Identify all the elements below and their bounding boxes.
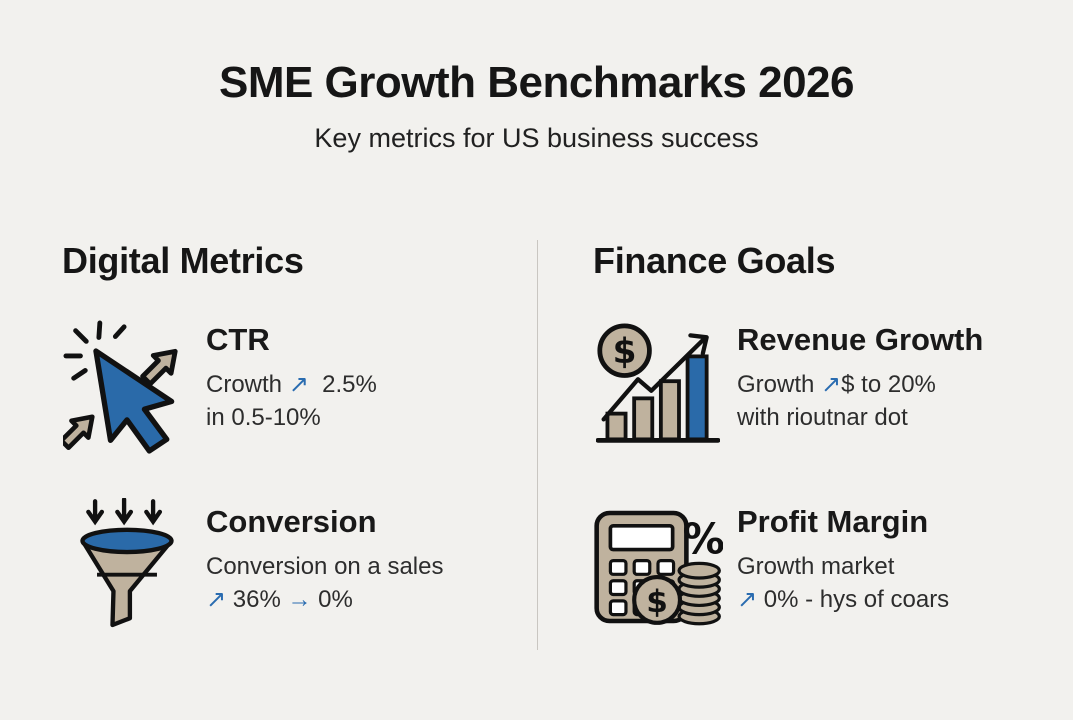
section-digital-metrics: Digital Metrics [0,240,537,680]
metric-desc-line: ↗ 0% - hys of coars [737,586,950,613]
up-right-arrow-glyph: ↗ [821,371,842,398]
metric-desc-line: ↗ 36% → 0% [206,586,353,613]
page-header: SME Growth Benchmarks 2026 Key metrics f… [0,0,1073,154]
metric-title-profit-margin: Profit Margin [737,504,929,539]
metric-item-profit-margin: % $ Profit Margin [593,498,1073,636]
metric-desc-line: Growth market [737,553,895,580]
metric-title-ctr: CTR [206,322,270,357]
up-right-arrow-glyph: ↗ [288,371,309,398]
metric-desc-line: Conversion on a sales [206,553,444,580]
funnel-icon [62,498,192,636]
metric-text-conversion: Conversion Conversion on a sales ↗ 36% →… [206,498,443,636]
section-finance-goals: Finance Goals $ [537,240,1073,680]
content: Digital Metrics [0,240,1073,680]
page-subtitle: Key metrics for US business success [314,123,759,153]
svg-text:$: $ [613,332,637,372]
metric-text-ctr: CTR Crowth ↗ 2.5% in 0.5-10% [206,316,377,454]
metric-title-conversion: Conversion [206,504,377,539]
metric-text-profit-margin: Profit Margin Growth market ↗ 0% - hys o… [737,498,949,636]
metric-title-revenue-growth: Revenue Growth [737,322,984,357]
section-heading-finance-goals: Finance Goals [593,240,836,281]
svg-text:$: $ [646,584,668,620]
metric-desc-line: in 0.5-10% [206,404,321,431]
metric-desc-line: Growth ↗$ to 20% [737,371,936,398]
cursor-click-icon [62,316,192,454]
metric-desc-line: Crowth ↗ 2.5% [206,371,377,398]
page-title: SME Growth Benchmarks 2026 [218,58,855,107]
svg-text:%: % [683,514,723,563]
revenue-bar-chart-icon: $ [593,316,723,454]
metric-item-revenue-growth: $ Revenue Growth Growth ↗$ to 20% with r… [593,316,1073,454]
metric-desc-line: with rioutnar dot [737,404,908,431]
metric-item-ctr: CTR Crowth ↗ 2.5% in 0.5-10% [62,316,537,454]
metric-text-revenue-growth: Revenue Growth Growth ↗$ to 20% with rio… [737,316,983,454]
calculator-coins-icon: % $ [593,498,723,636]
up-right-arrow-glyph: ↗ [206,586,227,613]
right-arrow-glyph: → [287,586,312,613]
metric-item-conversion: Conversion Conversion on a sales ↗ 36% →… [62,498,537,636]
up-right-arrow-glyph: ↗ [737,586,758,613]
column-divider [537,240,538,650]
section-heading-digital-metrics: Digital Metrics [62,240,304,281]
